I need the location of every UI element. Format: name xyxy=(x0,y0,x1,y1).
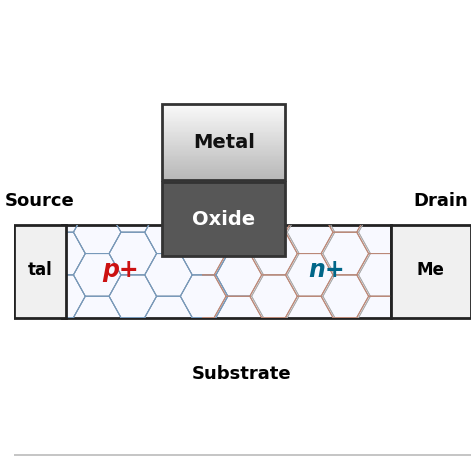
Bar xyxy=(162,128,285,129)
Bar xyxy=(162,174,285,176)
Bar xyxy=(162,167,285,169)
Bar xyxy=(62,225,391,318)
Bar xyxy=(162,114,285,116)
Bar xyxy=(162,137,285,138)
Bar xyxy=(162,149,285,151)
Bar xyxy=(162,159,285,161)
Bar xyxy=(162,151,285,152)
Bar xyxy=(162,129,285,131)
Bar xyxy=(162,130,285,132)
Bar xyxy=(162,121,285,123)
Text: Drain: Drain xyxy=(413,192,468,210)
Bar xyxy=(162,104,285,106)
Bar xyxy=(162,125,285,127)
Text: n+: n+ xyxy=(308,258,345,282)
Text: Source: Source xyxy=(5,192,75,210)
Bar xyxy=(162,134,285,136)
Bar xyxy=(162,173,285,175)
Bar xyxy=(162,155,285,157)
Bar xyxy=(162,171,285,173)
Bar xyxy=(162,138,285,140)
Bar xyxy=(162,146,285,147)
Bar xyxy=(162,143,285,145)
Bar xyxy=(162,120,285,122)
Text: Oxide: Oxide xyxy=(192,210,255,229)
Bar xyxy=(162,164,285,166)
Bar xyxy=(162,111,285,113)
Bar xyxy=(162,166,285,167)
Bar xyxy=(162,182,285,256)
Bar xyxy=(162,133,285,135)
Bar xyxy=(162,177,285,179)
Bar xyxy=(162,163,285,165)
Bar xyxy=(162,142,285,144)
Bar xyxy=(162,106,285,108)
Bar xyxy=(162,158,285,160)
Bar xyxy=(162,119,285,121)
Bar xyxy=(162,157,285,159)
Bar xyxy=(162,139,285,141)
Bar xyxy=(162,168,285,170)
Bar xyxy=(14,225,66,318)
Bar xyxy=(162,132,285,133)
Bar xyxy=(162,123,285,125)
Text: p+: p+ xyxy=(103,258,139,282)
Bar xyxy=(162,147,285,148)
Bar xyxy=(162,162,285,164)
Bar xyxy=(162,144,285,146)
Bar xyxy=(162,176,285,178)
Bar xyxy=(162,152,285,154)
Bar xyxy=(162,178,285,180)
Bar xyxy=(391,225,471,318)
Bar xyxy=(162,109,285,110)
Bar xyxy=(162,136,285,137)
Bar xyxy=(162,161,285,163)
Bar xyxy=(162,172,285,174)
Text: Metal: Metal xyxy=(193,133,255,152)
Text: Me: Me xyxy=(416,261,444,279)
Bar xyxy=(162,148,285,150)
Bar xyxy=(162,118,285,119)
Bar xyxy=(162,124,285,126)
Bar xyxy=(162,105,285,107)
Text: Substrate: Substrate xyxy=(192,365,292,383)
Bar xyxy=(162,104,285,180)
Bar xyxy=(162,115,285,117)
Text: tal: tal xyxy=(27,261,53,279)
Bar xyxy=(162,108,285,109)
Bar xyxy=(162,113,285,114)
Bar xyxy=(162,127,285,128)
Bar xyxy=(162,155,285,156)
Bar xyxy=(162,153,285,155)
Bar xyxy=(162,117,285,118)
Bar xyxy=(162,170,285,171)
Bar xyxy=(162,140,285,142)
Bar xyxy=(162,110,285,112)
